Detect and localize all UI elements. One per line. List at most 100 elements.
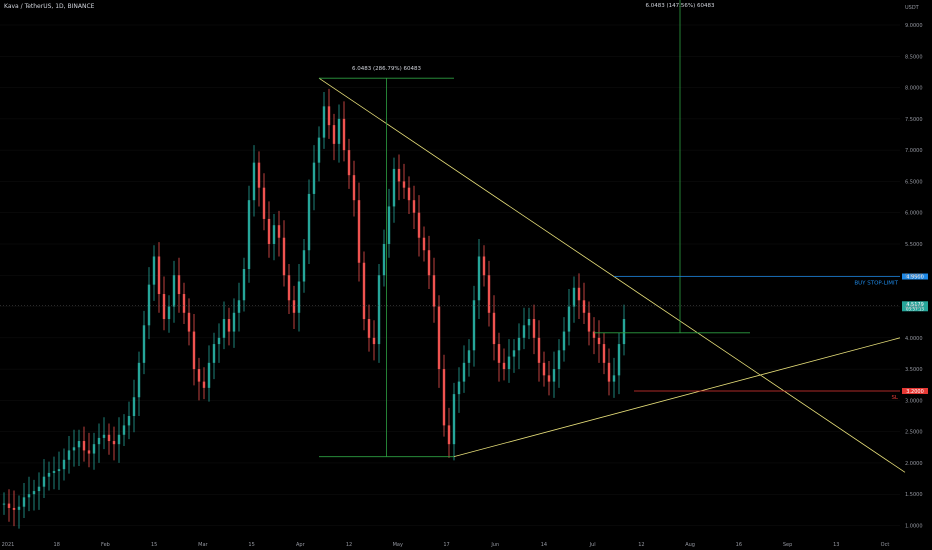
candle-body (92, 444, 96, 454)
candle-body (292, 300, 296, 313)
candle-body (102, 434, 106, 438)
y-unit-label: USDT (905, 5, 920, 11)
x-tick-label: Mar (198, 542, 208, 548)
candle-body (297, 281, 301, 313)
y-axis: 1.0000 1.5000 2.0000 2.5000 3.0000 3.5000 4.00… (905, 5, 923, 529)
candle-body (237, 300, 241, 313)
candle-body (317, 137, 321, 163)
candle-body (427, 250, 431, 276)
candle-body (97, 437, 101, 445)
candle-body (537, 337, 541, 363)
candle-body (2, 503, 6, 505)
current-price-label: 4.5179 (906, 302, 924, 308)
candle-body (422, 237, 426, 251)
candle-body (397, 168, 401, 182)
y-tick-label: 8.0000 (905, 86, 923, 92)
candle-body (167, 306, 171, 320)
candle-body (372, 337, 376, 345)
y-tick-label: 6.0000 (905, 211, 923, 217)
x-tick-label: Feb (101, 542, 110, 548)
candle-body (117, 434, 121, 445)
buy-stop-label: BUY STOP-LIMIT (854, 281, 898, 287)
candle-body (572, 287, 576, 307)
candle-body (67, 450, 71, 460)
candle-body (42, 476, 46, 487)
candle-body (287, 275, 291, 301)
candle-body (302, 250, 306, 282)
candle-body (587, 312, 591, 332)
candle-body (207, 362, 211, 388)
candle-body (347, 150, 351, 176)
candle-body (332, 125, 336, 144)
candle-body (267, 218, 271, 244)
candle-body (307, 193, 311, 251)
stop-loss-price-label: 3.2000 (906, 389, 924, 395)
candle-body (582, 300, 586, 313)
candle-body (512, 350, 516, 357)
y-tick-label: 4.5000 (905, 305, 923, 311)
candle-body (277, 225, 281, 238)
candle-body (532, 319, 536, 338)
candle-body (212, 344, 216, 363)
candle-body (542, 362, 546, 376)
y-tick-label: 2.5000 (905, 430, 923, 436)
candle-body (52, 471, 56, 473)
candle-body (552, 369, 556, 382)
lower-trendline (453, 337, 901, 458)
buy-stop-price-tag (902, 273, 928, 280)
candle-body (142, 325, 146, 363)
grid (0, 24, 900, 526)
candle-body (437, 306, 441, 370)
candle-body (127, 416, 131, 426)
candle-body (567, 306, 571, 332)
y-tick-label: 7.5000 (905, 117, 923, 123)
current-price-tag (902, 301, 928, 312)
candle-body (492, 312, 496, 345)
candle-body (322, 106, 326, 138)
candle-body (507, 356, 511, 370)
candle-body (617, 344, 621, 376)
candle-body (387, 206, 391, 244)
candles (2, 88, 626, 529)
candle-body (242, 269, 246, 301)
candle-body (257, 162, 261, 188)
candle-body (612, 375, 616, 382)
candle-body (357, 200, 361, 263)
upper-trendline (318, 77, 906, 473)
y-tick-label: 3.0000 (905, 398, 923, 404)
candle-body (607, 362, 611, 382)
candle-body (327, 106, 331, 126)
y-tick-label: 2.0000 (905, 461, 923, 467)
candle-body (197, 369, 201, 382)
x-tick-label: 2021 (2, 542, 15, 548)
candle-body (597, 337, 601, 345)
candle-body (252, 162, 256, 201)
candle-body (402, 181, 406, 188)
candle-body (137, 362, 141, 398)
candle-body (432, 275, 436, 307)
candle-body (342, 118, 346, 151)
y-tick-label: 6.5000 (905, 179, 923, 185)
x-tick-label: 18 (54, 542, 60, 548)
y-tick-label: 3.5000 (905, 367, 923, 373)
candle-body (442, 369, 446, 426)
candle-body (262, 187, 266, 219)
candle-body (312, 162, 316, 194)
x-axis: 2021 18 Feb 15 Mar 15 Apr 12 May 17 Jun 14 Jul 12 Aug 1… (2, 542, 890, 548)
stop-loss-label: SL (891, 395, 898, 401)
candle-body (187, 312, 191, 332)
x-tick-label: 15 (248, 542, 254, 548)
candle-body (162, 294, 166, 320)
y-tick-label: 1.0000 (905, 523, 923, 529)
y-tick-label: 8.5000 (905, 54, 923, 60)
candle-body (7, 503, 11, 508)
candle-body (392, 168, 396, 207)
candle-body (62, 459, 66, 470)
candle-body (37, 486, 41, 492)
candle-body (12, 507, 16, 510)
candle-body (27, 494, 31, 498)
candle-body (497, 344, 501, 363)
x-tick-label: 16 (736, 542, 742, 548)
candle-body (452, 394, 456, 445)
